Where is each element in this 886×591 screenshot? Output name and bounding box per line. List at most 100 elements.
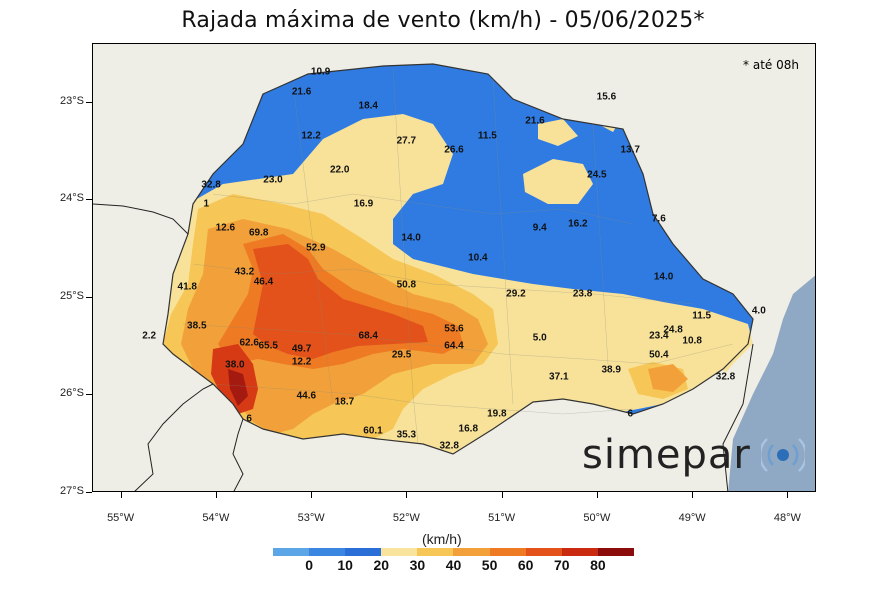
station-value: 32.8: [201, 179, 221, 191]
state-outline: [162, 63, 754, 455]
station-value: 13.7: [620, 144, 640, 156]
station-value: 12.6: [215, 222, 236, 234]
station-value: 18.7: [334, 396, 355, 408]
legend-swatch: [453, 548, 490, 556]
station-value: 29.2: [506, 288, 526, 300]
lon-tick-label: 50°W: [583, 512, 611, 524]
station-value: 46.4: [253, 276, 274, 288]
station-value: 29.5: [391, 349, 412, 361]
zone-yellow-island: [523, 159, 593, 204]
station-value: 19.8: [487, 408, 507, 420]
station-value: 16.2: [568, 218, 588, 230]
lon-tick: [501, 492, 503, 498]
lon-tick-label: 49°W: [678, 512, 706, 524]
legend-label: 50: [481, 557, 498, 573]
outside-mask-north: [263, 44, 815, 319]
legend-label: 10: [337, 557, 353, 573]
lat-tick: [86, 101, 92, 103]
lat-tick: [86, 394, 92, 396]
station-value: 24.8: [663, 324, 683, 336]
station-value: 23.8: [572, 288, 593, 300]
station-value: 2.2: [142, 330, 157, 342]
station-value: 38.0: [225, 359, 245, 371]
legend-swatch: [561, 548, 598, 556]
lon-tick: [692, 492, 694, 498]
station-value: 68.4: [358, 330, 378, 342]
station-value: 11.5: [692, 310, 712, 322]
station-value: 41.8: [177, 281, 197, 293]
station-value: 10.4: [468, 252, 488, 264]
lon-tick-label: 54°W: [202, 512, 230, 524]
legend-label: 0: [305, 557, 313, 573]
lon-tick-label: 51°W: [488, 512, 516, 524]
station-value: 64.4: [444, 340, 464, 352]
legend-swatch: [309, 548, 346, 556]
station-value: 35.3: [396, 429, 417, 441]
legend-swatch: [273, 548, 310, 556]
station-value: 10.8: [682, 335, 702, 347]
legend-label: 40: [445, 557, 462, 573]
station-value: 24.5: [587, 169, 607, 181]
station-value: 49.7: [291, 343, 312, 354]
station-value: 53.6: [444, 323, 464, 335]
station-value: 21.6: [291, 86, 312, 98]
municipal-lines: [182, 68, 734, 445]
zone-yellow-island-2: [538, 119, 578, 146]
station-value: 32.8: [439, 440, 459, 452]
station-value: 15.6: [596, 91, 617, 103]
legend-label: 70: [554, 557, 570, 573]
station-value: 69.8: [248, 227, 269, 239]
station-value: 50.8: [396, 279, 417, 291]
station-value: 18.4: [358, 100, 378, 112]
legend-swatch: [525, 548, 562, 556]
legend-colorbar: [273, 548, 634, 556]
station-value: 43.2: [234, 266, 255, 278]
map-frame: * até 08h: [92, 43, 816, 492]
station-value: 6: [627, 408, 634, 420]
lat-tick-label: 24°S: [60, 192, 84, 205]
neighbor-borders: [93, 203, 754, 491]
station-value: 52.9: [306, 242, 326, 254]
station-value: 4.0: [751, 305, 766, 317]
legend-swatch: [417, 548, 454, 556]
lat-tick-label: 23°S: [60, 94, 84, 107]
station-value: 23.4: [649, 330, 669, 342]
lat-tick: [86, 199, 92, 201]
lon-tick: [311, 492, 313, 498]
station-value: 60.1: [363, 425, 383, 436]
station-value: 37.1: [549, 371, 569, 383]
brand-logo: simepar: [582, 432, 805, 478]
lat-tick-label: 25°S: [60, 289, 84, 302]
map-title: Rajada máxima de vento (km/h) - 05/06/20…: [181, 8, 705, 33]
lon-tick-label: 48°W: [773, 512, 801, 524]
station-value: 14.0: [401, 232, 421, 244]
lat-tick-label: 26°S: [60, 387, 84, 400]
station-value: 12.2: [291, 356, 312, 368]
outside-mask-west: [93, 44, 733, 491]
station-value: 65.5: [258, 340, 278, 352]
legend-label: 30: [409, 557, 426, 573]
station-value: 21.6: [525, 115, 545, 127]
lon-tick-label: 55°W: [107, 512, 135, 524]
lon-tick: [406, 492, 408, 498]
legend-swatch: [381, 548, 418, 556]
station-value: 32.8: [715, 371, 736, 383]
lon-tick: [215, 492, 217, 498]
station-value: 27.7: [396, 135, 417, 147]
lat-tick-label: 27°S: [60, 485, 84, 497]
radar-icon: [760, 438, 805, 472]
legend-label: 60: [517, 557, 534, 573]
station-value: 12.2: [301, 130, 321, 142]
lon-tick: [120, 492, 122, 498]
legend-swatch: [345, 548, 382, 556]
lat-tick: [86, 492, 92, 493]
lat-tick: [86, 296, 92, 298]
station-value: 10.9: [310, 66, 331, 78]
time-note: * até 08h: [743, 58, 799, 72]
lon-tick-label: 53°W: [297, 512, 325, 524]
station-value: 5.0: [532, 332, 547, 344]
station-value: 62.6: [239, 337, 259, 349]
station-value: 7.6: [651, 213, 666, 225]
zone-orange-east: [648, 364, 688, 392]
zone-darkred-sw: [228, 369, 248, 406]
